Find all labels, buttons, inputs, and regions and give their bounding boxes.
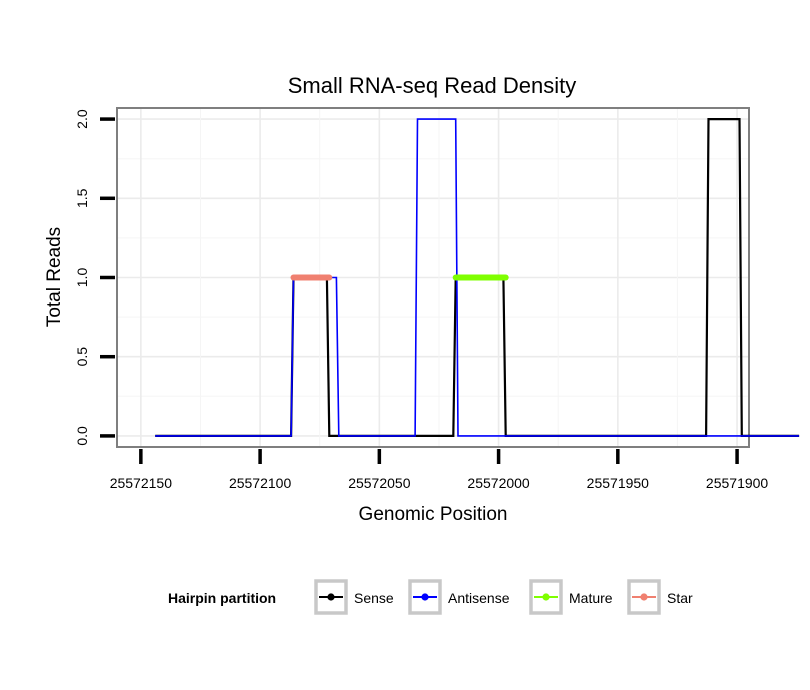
y-axis-title: Total Reads (44, 227, 65, 327)
legend-entry-mature: Mature (529, 579, 613, 615)
x-tick-label: 25571900 (706, 475, 769, 491)
y-tick-label: 1.5 (74, 188, 90, 208)
y-tick-label: 0.5 (74, 347, 90, 367)
x-tick-label: 25572100 (229, 475, 292, 491)
legend-label: Sense (354, 590, 394, 606)
legend-entry-sense: Sense (314, 579, 394, 615)
legend-key-point (327, 593, 335, 601)
legend-label: Mature (569, 590, 613, 606)
legend-label: Star (667, 590, 693, 606)
legend-key-point (640, 593, 648, 601)
legend-key-point (542, 593, 550, 601)
x-axis: 25572150 25572100 25572050 25572000 25571950… (110, 449, 769, 491)
x-tick-label: 25572150 (110, 475, 173, 491)
y-tick-label: 1.0 (74, 268, 90, 288)
y-axis: 0.0 0.5 1.0 1.5 2.0 (74, 109, 115, 446)
legend-entry-star: Star (627, 579, 693, 615)
x-tick-label: 25572000 (467, 475, 530, 491)
x-axis-title: Genomic Position (359, 504, 508, 525)
series-layer (155, 117, 800, 437)
y-tick-label: 0.0 (74, 426, 90, 446)
x-tick-label: 25572050 (348, 475, 411, 491)
y-tick-label: 2.0 (74, 109, 90, 129)
legend-label: Antisense (448, 590, 510, 606)
legend-entry-antisense: Antisense (408, 579, 510, 615)
chart-title: Small RNA-seq Read Density (288, 73, 577, 98)
legend-key-point (421, 593, 429, 601)
plot-panel-border (116, 107, 750, 448)
legend: Hairpin partition Sense Antisense Mature St… (168, 579, 693, 615)
grid (117, 108, 749, 447)
x-tick-label: 25571950 (587, 475, 650, 491)
legend-title: Hairpin partition (168, 590, 276, 606)
